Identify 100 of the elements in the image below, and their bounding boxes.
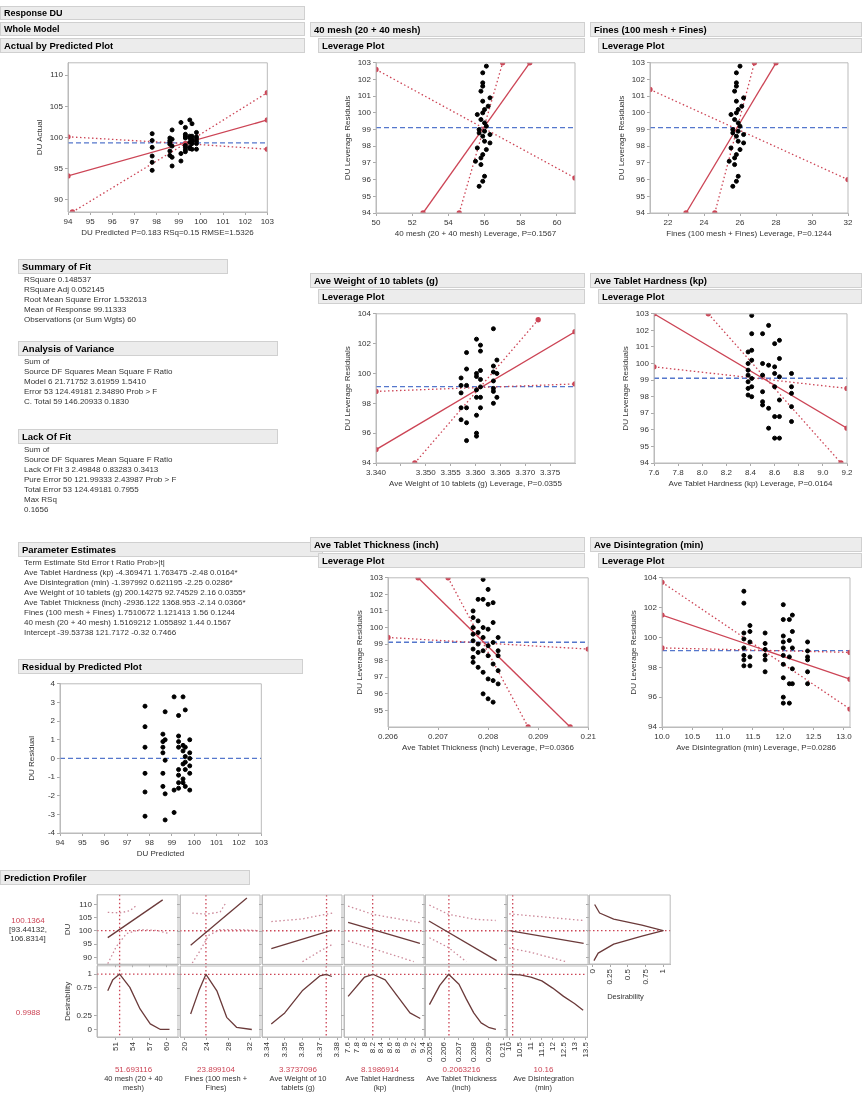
- x-tick-label: 7.8: [672, 468, 685, 478]
- x-tick-label: 11: [526, 1041, 536, 1051]
- x-tick-label: 24: [201, 1041, 211, 1051]
- x-tick-label: 12.5: [558, 1041, 568, 1058]
- x-tick-label: 7.6: [648, 468, 661, 478]
- x-tick-label: 12: [547, 1041, 557, 1051]
- y-tick-label: 94: [640, 458, 650, 468]
- x-tick-label: 26: [735, 218, 745, 228]
- x-tick-label: 97: [122, 838, 133, 848]
- x-tick-label: 8.6: [769, 468, 781, 478]
- chart-title: Ave Weight of 10 tablets (g): [310, 273, 585, 289]
- y-tick-label: 99: [636, 124, 646, 134]
- chart-subtitle: Leverage Plot: [598, 553, 862, 569]
- text: Lack Of Fit: [18, 429, 278, 444]
- x-tick-label: 9.0: [817, 468, 829, 478]
- x-tick-label: 28: [223, 1041, 233, 1051]
- x-tick-label: 3.350: [415, 468, 437, 478]
- x-tick-label: 3.365: [490, 468, 511, 478]
- y-tick-label: 100: [369, 622, 384, 632]
- text: Ave Disintegration (min) -1.397992 0.621195 -2.25 0.0286*: [24, 578, 234, 588]
- y-tick-label: 100: [49, 132, 64, 142]
- y-tick-label: 94: [362, 458, 372, 468]
- x-tick-label: 101: [216, 217, 231, 227]
- x-tick-label: 3.34: [262, 1041, 272, 1058]
- x-tick-label: 0.207: [454, 1041, 464, 1063]
- x-tick-label: 9: [401, 1041, 411, 1047]
- ref-line-label: 8.1986914: [360, 1065, 400, 1074]
- y-tick-label: 96: [362, 428, 372, 438]
- x-tick-label: 96: [100, 838, 110, 848]
- chart-title: Prediction Profiler: [0, 870, 250, 886]
- y-tick-label: 102: [635, 325, 650, 335]
- x-tick-label: 102: [232, 838, 247, 848]
- x-tick-label: 58: [516, 218, 526, 228]
- x-axis-title: 40 mesh (20 + 40 mesh) Leverage, P=0.1567: [393, 229, 558, 239]
- x-tick-label: 52: [407, 218, 418, 228]
- ref-line-label: 10.16: [532, 1065, 555, 1074]
- y-tick-label: 0.75: [76, 983, 93, 993]
- y-tick-label: 100: [357, 108, 372, 118]
- x-tick-label: 100: [194, 217, 209, 227]
- y-tick-label: 95: [83, 939, 93, 949]
- x-tick-label: 10.5: [684, 732, 701, 742]
- text: Sum of: [24, 357, 51, 367]
- chart-title: Actual by Predicted Plot: [0, 38, 305, 54]
- ref-line-label: 0.9988: [14, 1007, 42, 1017]
- y-tick-label: 101: [369, 606, 384, 616]
- x-axis-title: Ave Tablet Hardness (kp) Leverage, P=0.0164: [667, 479, 834, 489]
- x-tick-label: 3.370: [515, 468, 536, 478]
- y-tick-label: 100: [643, 632, 658, 642]
- text: Intercept -39.53738 121.7172 -0.32 0.7466: [24, 628, 178, 638]
- y-axis-title: DU Leverage Residuals: [629, 610, 638, 695]
- x-axis-title: DU Predicted: [135, 849, 186, 859]
- text: Term Estimate Std Error t Ratio Prob>|t|: [24, 558, 166, 568]
- x-tick-label: 13.5: [580, 1041, 590, 1058]
- y-tick-label: 105: [78, 913, 93, 923]
- y-tick-label: 101: [631, 91, 646, 101]
- x-tick-label: 54: [443, 218, 454, 228]
- x-axis-title: Ave Disintegration (min) Leverage, P=0.0286: [675, 743, 837, 753]
- chart-title: Residual by Predicted Plot: [18, 659, 303, 675]
- x-tick-label: 13: [569, 1041, 579, 1051]
- y-tick-label: 100: [635, 358, 650, 368]
- y-tick-label: -3: [47, 809, 56, 819]
- x-tick-label: 101: [209, 838, 224, 848]
- y-tick-label: 100: [631, 108, 646, 118]
- x-tick-label: 8.4: [376, 1041, 386, 1054]
- text: Root Mean Square Error 1.532613: [24, 295, 148, 305]
- x-tick-label: 8.8: [392, 1041, 402, 1054]
- y-tick-label: 95: [54, 163, 64, 173]
- chart-subtitle: Leverage Plot: [318, 38, 585, 54]
- chart-subtitle: Leverage Plot: [318, 289, 585, 305]
- text: Summary of Fit: [18, 259, 228, 274]
- y-tick-label: 103: [357, 58, 372, 68]
- y-tick-label: 2: [50, 716, 56, 726]
- x-axis-title: Fines (100 mesh + Fines) Leverage, P=0.1244: [665, 229, 833, 239]
- x-tick-label: 28: [771, 218, 781, 228]
- text: Lack Of Fit 3 2.49848 0.83283 0.3413: [24, 465, 160, 475]
- text: Ave Tablet Thickness (inch) -2936.122 1368.953 -2.14 0.0366*: [24, 598, 247, 608]
- y-tick-label: -4: [47, 828, 56, 838]
- text: RSquare 0.148537: [24, 275, 93, 285]
- ref-line-label: 100.1364: [10, 916, 46, 926]
- x-tick-label: 99: [167, 838, 177, 848]
- y-axis-title: DU Leverage Residuals: [343, 346, 352, 431]
- text: 40 mesh (20 + 40 mesh) 1.5169212 1.055892 1.44 0.1567: [24, 618, 233, 628]
- x-tick-label: 0.207: [428, 732, 449, 742]
- y-tick-label: 4: [50, 679, 56, 689]
- y-tick-label: -1: [47, 772, 56, 782]
- y-tick-label: -2: [47, 791, 56, 801]
- y-tick-label: 103: [635, 309, 650, 319]
- x-tick-label: 98: [145, 838, 155, 848]
- x-tick-label: 0.5: [623, 968, 633, 981]
- y-tick-label: 104: [357, 309, 372, 319]
- y-tick-label: 98: [362, 141, 372, 151]
- chart-title: Fines (100 mesh + Fines): [590, 22, 862, 38]
- y-tick-label: 90: [54, 194, 64, 204]
- x-axis-title: DU Predicted P=0.183 RSq=0.15 RMSE=1.5326: [80, 228, 255, 238]
- y-tick-label: 96: [648, 692, 658, 702]
- x-tick-label: 10.0: [654, 732, 671, 742]
- x-tick-label: 20: [179, 1041, 189, 1051]
- text: RSquare Adj 0.052145: [24, 285, 106, 295]
- y-tick-label: 96: [640, 425, 650, 435]
- text: Error 53 124.49181 2.34890 Prob > F: [24, 387, 159, 397]
